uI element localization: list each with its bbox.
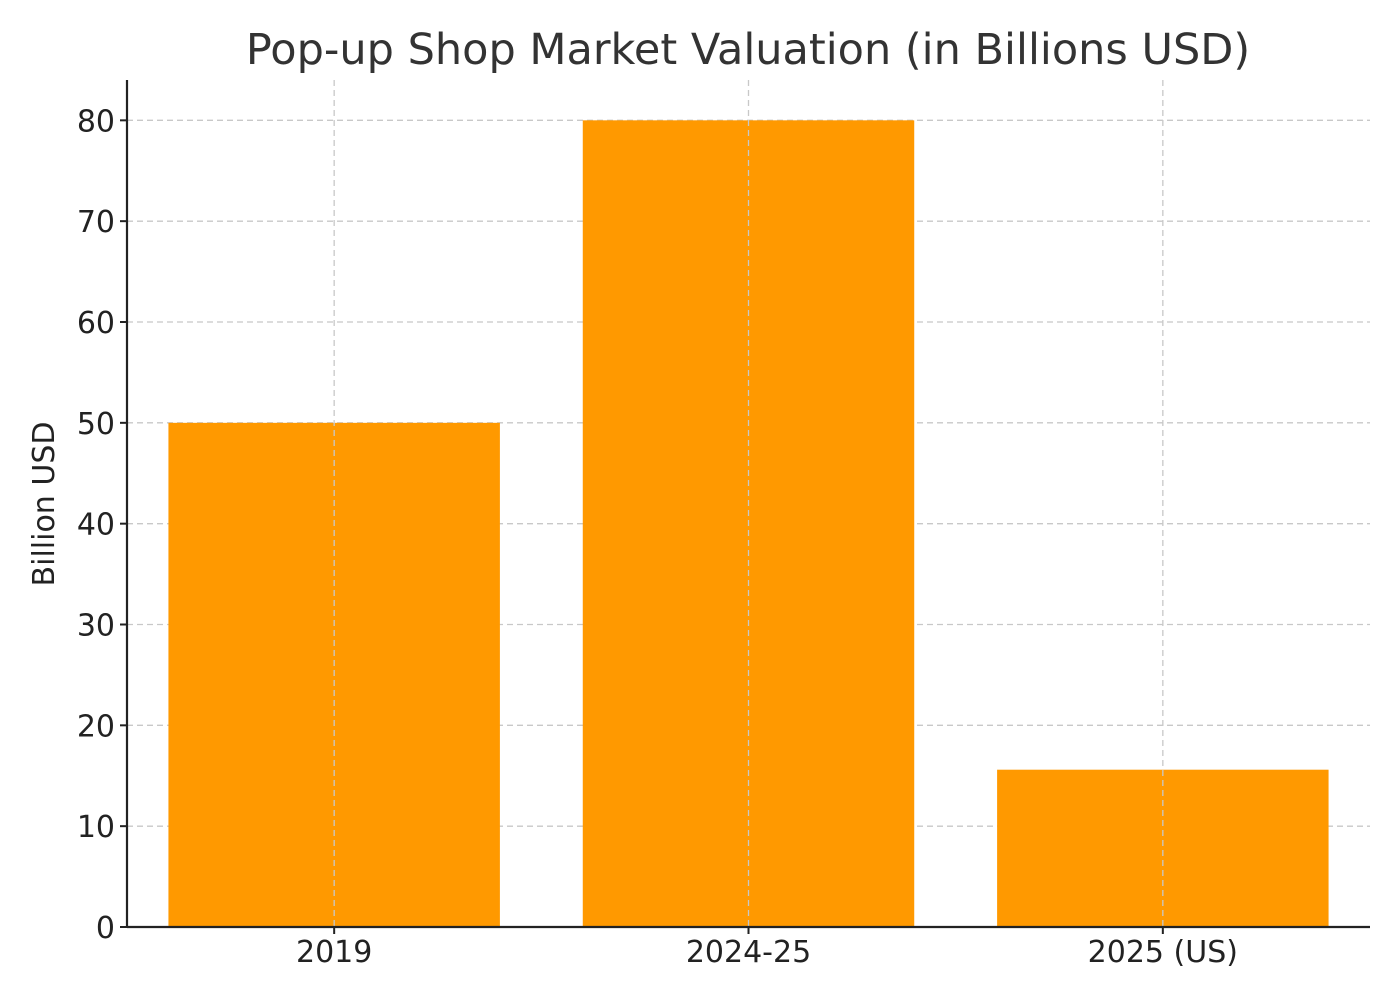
y-tick-label-40: 40 xyxy=(77,508,115,543)
y-tick-label-60: 60 xyxy=(77,306,115,341)
axes xyxy=(120,80,1370,934)
y-tick-label-50: 50 xyxy=(77,407,115,442)
y-tick-label-0: 0 xyxy=(96,911,115,946)
y-tick-label-30: 30 xyxy=(77,609,115,644)
tick-labels: 0 10 20 30 40 50 60 70 80 2019 2024-25 2025 (US) xyxy=(77,104,1238,970)
y-tick-label-70: 70 xyxy=(77,205,115,240)
x-tick-label-1: 2024-25 xyxy=(686,935,811,970)
x-tick-label-0: 2019 xyxy=(296,935,372,970)
y-tick-label-10: 10 xyxy=(77,810,115,845)
y-tick-label-20: 20 xyxy=(77,709,115,744)
chart-title: Pop-up Shop Market Valuation (in Billion… xyxy=(246,25,1250,75)
y-tick-label-80: 80 xyxy=(77,104,115,139)
bars xyxy=(168,80,1329,928)
y-axis-label: Billion USD xyxy=(27,422,62,587)
x-tick-label-2: 2025 (US) xyxy=(1088,935,1238,970)
